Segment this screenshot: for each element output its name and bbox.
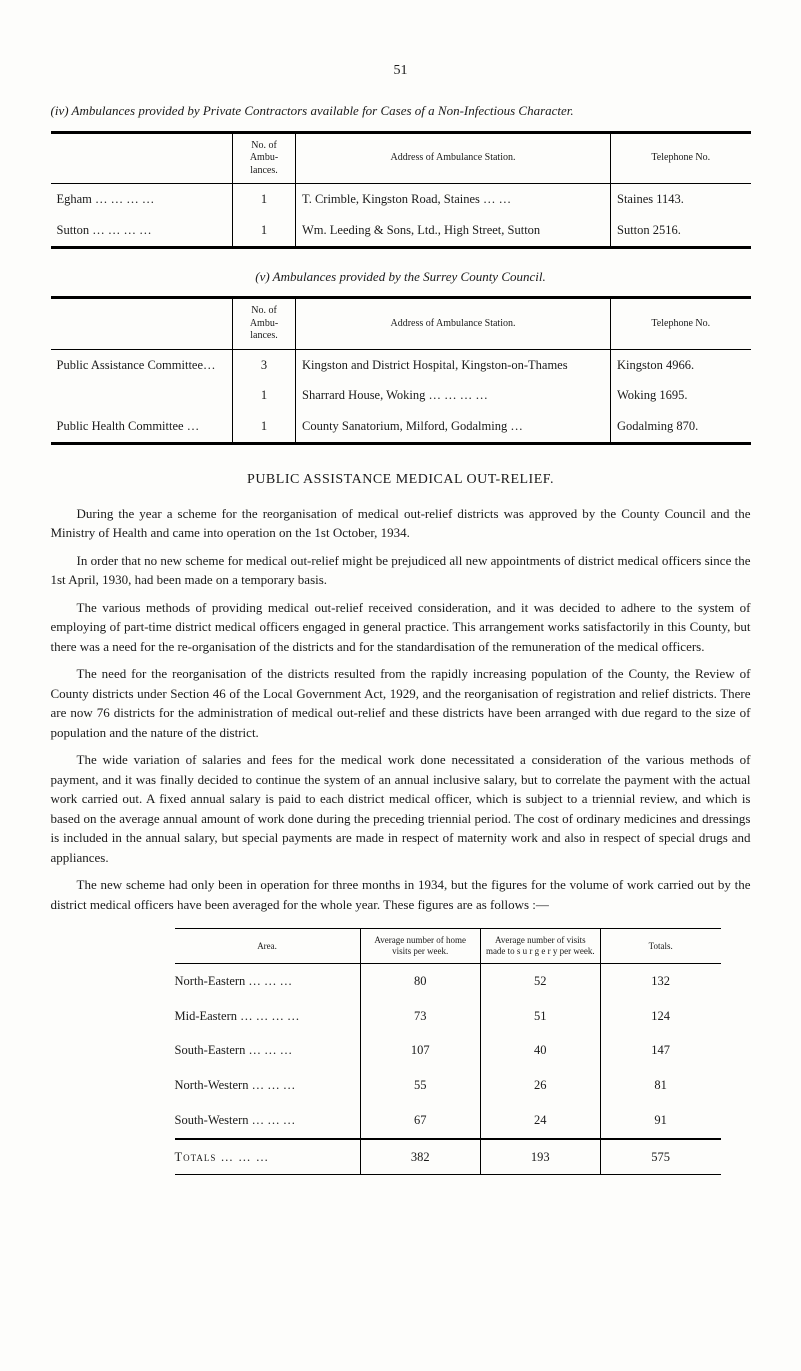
table-row: 1 Sharrard House, Woking … … … … Woking … bbox=[51, 380, 751, 411]
stats-surgery: 52 bbox=[480, 963, 600, 998]
stats-table: Area. Average number of home visits per … bbox=[175, 928, 721, 1175]
th-address: Address of Ambulance Station. bbox=[296, 298, 611, 350]
stats-home: 67 bbox=[360, 1103, 480, 1138]
row-label: Public Assistance Committee… bbox=[51, 349, 233, 380]
row-tel: Sutton 2516. bbox=[611, 215, 751, 247]
stats-area: South-Western … … … bbox=[175, 1103, 361, 1138]
table-row: Public Health Committee … 1 County Sanat… bbox=[51, 411, 751, 443]
stats-home: 107 bbox=[360, 1033, 480, 1068]
th-blank bbox=[51, 132, 233, 184]
row-tel: Staines 1143. bbox=[611, 184, 751, 215]
stats-area: Mid-Eastern … … … … bbox=[175, 999, 361, 1034]
body-para: The various methods of providing medical… bbox=[51, 598, 751, 657]
ambulance-table-iv: No. of Ambu-lances. Address of Ambulance… bbox=[51, 131, 751, 249]
th-tel: Telephone No. bbox=[611, 132, 751, 184]
table-row: Egham … … … … 1 T. Crimble, Kingston Roa… bbox=[51, 184, 751, 215]
table-row: Public Assistance Committee… 3 Kingston … bbox=[51, 349, 751, 380]
body-para: The wide variation of salaries and fees … bbox=[51, 750, 751, 867]
stats-row: South-Eastern … … … 107 40 147 bbox=[175, 1033, 721, 1068]
row-address: Sharrard House, Woking … … … … bbox=[296, 380, 611, 411]
stats-totals-row: Totals … … … 382 193 575 bbox=[175, 1139, 721, 1175]
stats-home: 80 bbox=[360, 963, 480, 998]
stats-home: 55 bbox=[360, 1068, 480, 1103]
row-tel: Godalming 870. bbox=[611, 411, 751, 443]
th-blank bbox=[51, 298, 233, 350]
body-para: In order that no new scheme for medical … bbox=[51, 551, 751, 590]
section-v-title: (v) Ambulances provided by the Surrey Co… bbox=[51, 267, 751, 287]
stats-totals-home: 382 bbox=[360, 1139, 480, 1175]
stats-total: 81 bbox=[600, 1068, 720, 1103]
stats-row: North-Eastern … … … 80 52 132 bbox=[175, 963, 721, 998]
row-tel: Kingston 4966. bbox=[611, 349, 751, 380]
row-num: 1 bbox=[233, 411, 296, 443]
stats-total: 132 bbox=[600, 963, 720, 998]
row-address: T. Crimble, Kingston Road, Staines … … bbox=[296, 184, 611, 215]
stats-th-surgery: Average number of visits made to s u r g… bbox=[480, 929, 600, 964]
stats-row: South-Western … … … 67 24 91 bbox=[175, 1103, 721, 1138]
stats-area: North-Western … … … bbox=[175, 1068, 361, 1103]
row-address: Kingston and District Hospital, Kingston… bbox=[296, 349, 611, 380]
th-address: Address of Ambulance Station. bbox=[296, 132, 611, 184]
stats-separator bbox=[175, 1175, 721, 1176]
stats-th-area: Area. bbox=[175, 929, 361, 964]
body-para: During the year a scheme for the reorgan… bbox=[51, 504, 751, 543]
stats-th-home: Average number of home visits per week. bbox=[360, 929, 480, 964]
stats-total: 91 bbox=[600, 1103, 720, 1138]
stats-totals-total: 575 bbox=[600, 1139, 720, 1175]
row-label: Public Health Committee … bbox=[51, 411, 233, 443]
th-num: No. of Ambu-lances. bbox=[233, 298, 296, 350]
table-row: Sutton … … … … 1 Wm. Leeding & Sons, Ltd… bbox=[51, 215, 751, 247]
row-num: 1 bbox=[233, 184, 296, 215]
row-label: Sutton … … … … bbox=[51, 215, 233, 247]
stats-total: 147 bbox=[600, 1033, 720, 1068]
row-label: Egham … … … … bbox=[51, 184, 233, 215]
stats-totals-surgery: 193 bbox=[480, 1139, 600, 1175]
row-num: 1 bbox=[233, 215, 296, 247]
stats-surgery: 24 bbox=[480, 1103, 600, 1138]
body-para: The need for the reorganisation of the d… bbox=[51, 664, 751, 742]
ambulance-table-v: No. of Ambu-lances. Address of Ambulance… bbox=[51, 296, 751, 445]
row-label bbox=[51, 380, 233, 411]
section-iv-title: (iv) Ambulances provided by Private Cont… bbox=[51, 101, 751, 121]
stats-surgery: 51 bbox=[480, 999, 600, 1034]
th-num: No. of Ambu-lances. bbox=[233, 132, 296, 184]
stats-totals-label: Totals … … … bbox=[175, 1139, 361, 1175]
th-tel: Telephone No. bbox=[611, 298, 751, 350]
stats-total: 124 bbox=[600, 999, 720, 1034]
body-para: The new scheme had only been in operatio… bbox=[51, 875, 751, 914]
row-address: County Sanatorium, Milford, Godalming … bbox=[296, 411, 611, 443]
stats-home: 73 bbox=[360, 999, 480, 1034]
stats-th-total: Totals. bbox=[600, 929, 720, 964]
stats-area: South-Eastern … … … bbox=[175, 1033, 361, 1068]
row-num: 3 bbox=[233, 349, 296, 380]
row-num: 1 bbox=[233, 380, 296, 411]
stats-surgery: 26 bbox=[480, 1068, 600, 1103]
stats-row: North-Western … … … 55 26 81 bbox=[175, 1068, 721, 1103]
stats-surgery: 40 bbox=[480, 1033, 600, 1068]
stats-area: North-Eastern … … … bbox=[175, 963, 361, 998]
row-tel: Woking 1695. bbox=[611, 380, 751, 411]
row-address: Wm. Leeding & Sons, Ltd., High Street, S… bbox=[296, 215, 611, 247]
body-heading: PUBLIC ASSISTANCE MEDICAL OUT-RELIEF. bbox=[51, 469, 751, 490]
page-number: 51 bbox=[51, 60, 751, 81]
stats-row: Mid-Eastern … … … … 73 51 124 bbox=[175, 999, 721, 1034]
